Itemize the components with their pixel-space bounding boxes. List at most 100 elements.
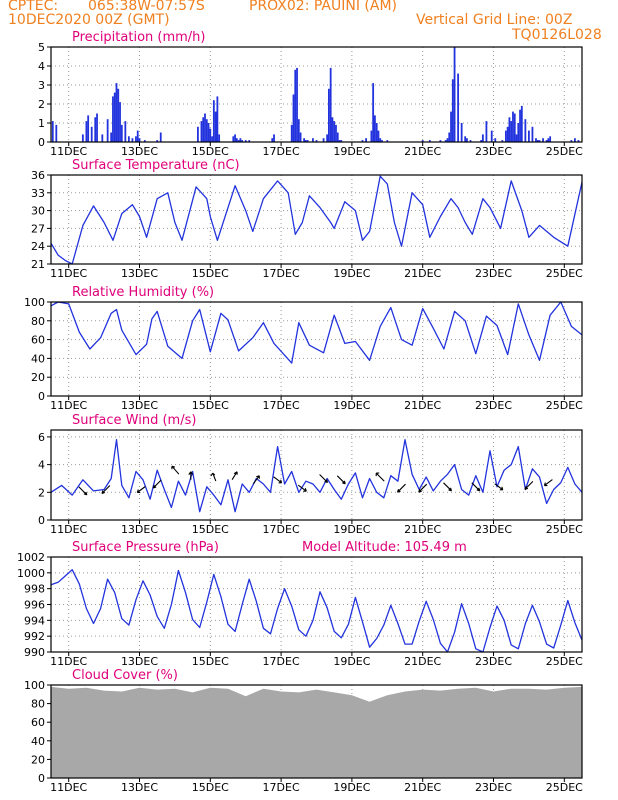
precip-bar	[480, 140, 483, 142]
precip-bar	[338, 140, 341, 142]
wind-direction-arrow-icon	[188, 471, 194, 480]
y-tick-label: 40	[31, 352, 45, 365]
precip-bar	[290, 124, 293, 142]
precip-bar	[51, 121, 54, 142]
x-tick-label: 23DEC	[475, 523, 512, 536]
precip-bar	[55, 124, 58, 142]
x-tick-label: 19DEC	[333, 781, 370, 794]
precip-bar	[241, 140, 244, 142]
x-tick-label: 15DEC	[192, 145, 229, 158]
x-tick-label: 11DEC	[50, 781, 87, 794]
precip-bar	[536, 140, 539, 142]
precip-bar	[340, 140, 343, 142]
precip-bar	[370, 130, 373, 142]
x-tick-label: 13DEC	[121, 523, 158, 536]
panel-title: Precipitation (mm/h)	[72, 30, 205, 45]
precip-bar	[517, 123, 520, 142]
precip-bar	[101, 134, 104, 142]
precip-bar	[326, 134, 329, 142]
precip-bar	[577, 140, 580, 142]
wind-direction-arrow-icon	[252, 475, 260, 485]
x-tick-label: 21DEC	[404, 655, 441, 668]
x-tick-label: 15DEC	[192, 399, 229, 412]
precip-bar	[90, 126, 93, 142]
x-tick-label: 15DEC	[192, 781, 229, 794]
precip-bar	[512, 111, 514, 142]
wind-direction-arrow-icon	[471, 482, 481, 492]
x-tick-label: 21DEC	[404, 523, 441, 536]
y-tick-label: 5	[38, 41, 45, 54]
wind-line	[50, 439, 583, 513]
precip-bar	[365, 138, 367, 142]
precip-bar	[214, 111, 217, 142]
header-source: CPTEC:	[8, 0, 59, 14]
rh-panel	[47, 301, 583, 400]
precip-bar	[515, 134, 518, 142]
wind-direction-arrow-icon	[543, 479, 553, 487]
x-tick-label: 23DEC	[475, 267, 512, 280]
panel-frame	[50, 556, 583, 653]
y-tick-label: 36	[31, 169, 45, 182]
y-tick-label: 0	[38, 136, 45, 149]
panel-frame	[50, 684, 583, 779]
precip-bar	[485, 121, 488, 142]
x-tick-label: 25DEC	[546, 523, 583, 536]
rh-line	[50, 301, 583, 364]
precip-bar	[96, 113, 98, 142]
x-tick-label: 11DEC	[50, 267, 87, 280]
y-tick-label: 100	[24, 679, 45, 692]
precip-bar	[524, 119, 527, 142]
pres-line	[50, 569, 583, 653]
precip-bar	[372, 83, 375, 142]
y-tick-label: 994	[24, 614, 45, 627]
precip-bar	[506, 126, 509, 142]
wind-direction-arrow-icon	[273, 476, 283, 484]
precip-bar	[531, 126, 534, 142]
precip-bar	[469, 140, 472, 142]
precip-bar	[315, 140, 318, 142]
precip-bar	[331, 117, 334, 142]
precip-bar	[94, 117, 97, 142]
precip-bar	[131, 138, 134, 142]
precip-bar	[460, 123, 463, 142]
y-tick-label: 20	[31, 753, 45, 766]
precip-bar	[570, 140, 573, 142]
y-tick-label: 2	[38, 486, 45, 499]
wind-panel	[47, 429, 583, 524]
precip-bar	[216, 96, 219, 142]
x-tick-label: 25DEC	[546, 399, 583, 412]
x-tick-label: 19DEC	[333, 655, 370, 668]
precip-bar	[494, 138, 497, 142]
precip-bar	[451, 79, 454, 142]
precip-bar	[235, 138, 238, 142]
precip-panel	[47, 46, 583, 146]
y-tick-label: 60	[31, 334, 45, 347]
wind-direction-arrow-icon	[152, 479, 162, 489]
y-tick-label: 990	[24, 646, 45, 659]
x-tick-label: 19DEC	[333, 267, 370, 280]
x-tick-label: 19DEC	[333, 523, 370, 536]
precip-bar	[112, 96, 114, 142]
y-tick-label: 0	[38, 390, 45, 403]
precip-bar	[197, 126, 199, 142]
wind-direction-arrow-icon	[443, 482, 453, 492]
x-tick-label: 17DEC	[263, 267, 300, 280]
wind-direction-arrow-icon	[101, 485, 111, 495]
precip-bar	[200, 121, 203, 142]
wind-direction-arrow-icon	[210, 472, 217, 482]
x-tick-label: 11DEC	[50, 523, 87, 536]
wind-direction-arrow-icon	[136, 486, 146, 494]
precip-bar	[292, 94, 295, 142]
x-tick-label: 17DEC	[263, 399, 300, 412]
x-tick-label: 13DEC	[121, 399, 158, 412]
wind-direction-arrow-icon	[319, 474, 329, 484]
wind-direction-arrow-icon	[418, 483, 428, 493]
wind-direction-arrow-icon	[524, 481, 534, 490]
precip-bar	[322, 138, 325, 142]
precip-bar	[202, 117, 205, 142]
precip-bar	[207, 123, 210, 142]
precip-bar	[333, 121, 336, 142]
precip-bar	[327, 88, 330, 142]
x-tick-label: 11DEC	[50, 655, 87, 668]
precip-bar	[335, 124, 337, 142]
